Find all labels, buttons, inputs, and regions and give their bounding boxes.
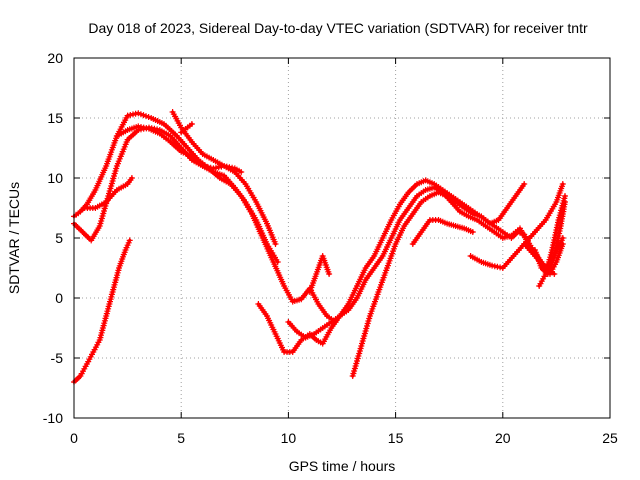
series-track-3 bbox=[113, 123, 279, 247]
data-point bbox=[126, 237, 133, 244]
plot-frame bbox=[73, 57, 611, 419]
x-tick-label: 20 bbox=[495, 430, 511, 446]
y-tick-label: -5 bbox=[51, 350, 64, 366]
grid-lines bbox=[74, 58, 610, 418]
y-tick-label: 20 bbox=[47, 50, 63, 66]
series-track-11 bbox=[349, 181, 528, 379]
y-tick-label: 15 bbox=[47, 110, 63, 126]
series-track-16 bbox=[521, 181, 566, 247]
data-point bbox=[521, 181, 528, 187]
data-point bbox=[238, 169, 245, 175]
series-track-7 bbox=[71, 237, 133, 385]
y-axis-label: SDTVAR / TECUs bbox=[6, 182, 22, 294]
y-tick-label: 10 bbox=[47, 170, 63, 186]
chart-title: Day 018 of 2023, Sidereal Day-to-day VTE… bbox=[88, 20, 588, 36]
x-tick-label: 10 bbox=[281, 430, 297, 446]
series-track-10 bbox=[306, 253, 333, 295]
series-trace bbox=[351, 182, 526, 378]
axis-ticks: 0 5 10 15 20 25 -10 -5 0 5 10 15 20 bbox=[43, 50, 618, 446]
data-series bbox=[71, 109, 568, 385]
x-tick-label: 15 bbox=[388, 430, 404, 446]
data-point bbox=[469, 229, 476, 235]
series-track-5 bbox=[178, 121, 195, 136]
data-point bbox=[188, 121, 195, 127]
y-tick-label: -10 bbox=[43, 410, 63, 426]
series-track-15 bbox=[536, 193, 568, 289]
y-tick-label: 5 bbox=[55, 230, 63, 246]
data-point bbox=[128, 175, 135, 181]
y-tick-label: 0 bbox=[55, 290, 63, 306]
data-point bbox=[551, 271, 558, 277]
series-track-12 bbox=[409, 217, 476, 247]
data-point bbox=[326, 271, 333, 277]
data-point bbox=[562, 193, 568, 199]
data-point bbox=[272, 241, 279, 247]
x-tick-label: 25 bbox=[602, 430, 618, 446]
x-axis-label: GPS time / hours bbox=[289, 458, 396, 474]
series-track-6 bbox=[81, 175, 135, 211]
data-point bbox=[132, 110, 139, 117]
data-point bbox=[559, 181, 566, 187]
x-tick-label: 5 bbox=[177, 430, 185, 446]
x-tick-label: 0 bbox=[70, 430, 78, 446]
data-point bbox=[274, 259, 281, 265]
